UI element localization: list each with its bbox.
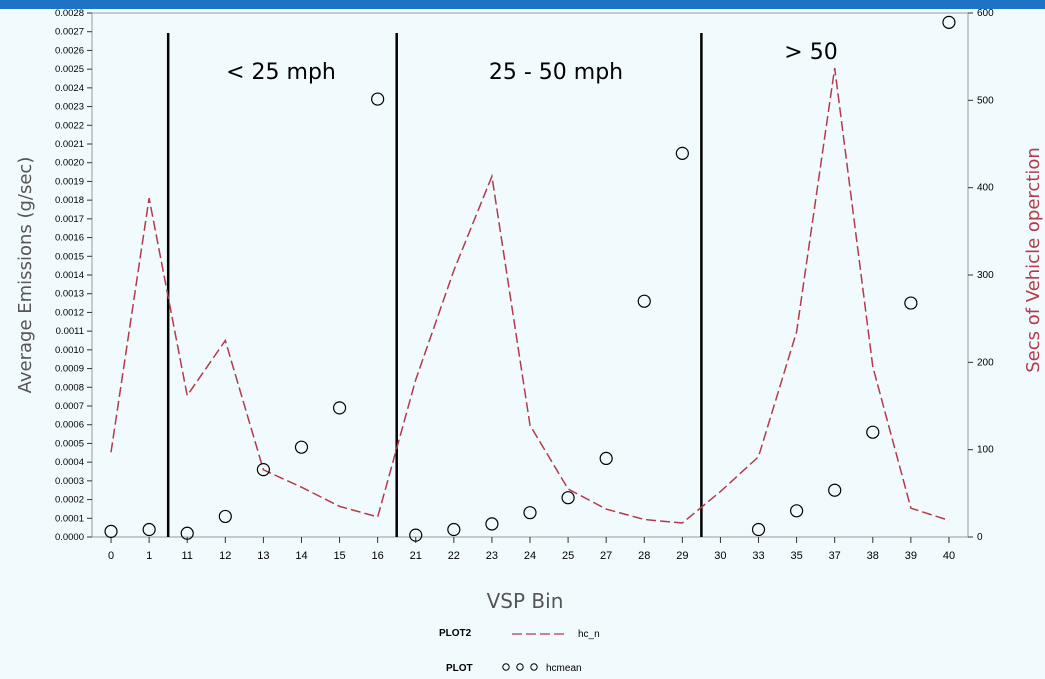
legend-symbol-circle — [516, 663, 524, 671]
x-tick-label: 39 — [905, 550, 917, 562]
data-point-hcmean — [828, 483, 842, 497]
data-point-hcmean — [904, 296, 918, 310]
x-tick-label: 0 — [108, 550, 114, 562]
data-point-hcmean — [790, 504, 804, 518]
data-point-hcmean — [675, 146, 689, 160]
left-tick-label: 0.0014 — [55, 270, 84, 281]
x-tick-label: 16 — [372, 550, 384, 562]
x-tick-label: 29 — [676, 550, 688, 562]
series-line-hc-n — [110, 67, 950, 524]
x-tick-label: 12 — [219, 550, 231, 562]
plot-frame — [91, 12, 969, 538]
data-point-hcmean — [409, 528, 423, 542]
x-tick-label: 40 — [943, 550, 955, 562]
x-tick-label: 23 — [486, 550, 498, 562]
legend-label-plot: PLOT — [446, 663, 473, 674]
x-tick-label: 15 — [333, 550, 345, 562]
x-tick-label: 24 — [524, 550, 536, 562]
data-point-hcmean — [104, 524, 118, 538]
right-tick-label: 200 — [977, 357, 994, 368]
x-tick-label: 25 — [562, 550, 574, 562]
x-tick-label: 13 — [257, 550, 269, 562]
left-tick-label: 0.0003 — [55, 476, 84, 487]
left-tick-label: 0.0024 — [55, 83, 84, 94]
data-point-hcmean — [332, 401, 347, 415]
left-tick-label: 0.0022 — [55, 120, 84, 131]
data-point-hcmean — [485, 517, 499, 531]
left-tick-label: 0.0008 — [55, 382, 84, 393]
left-tick-label: 0.0005 — [55, 438, 84, 449]
right-tick-label: 300 — [977, 270, 994, 281]
legend-symbol-circle — [502, 663, 510, 671]
data-point-hcmean — [637, 294, 651, 308]
x-tick-label: 27 — [600, 550, 612, 562]
region-annotation: > 50 — [784, 40, 837, 65]
right-tick-label: 400 — [977, 183, 994, 194]
legend-entry-hc-n: hc_n — [578, 629, 600, 640]
x-tick-label: 28 — [638, 550, 650, 562]
left-tick-label: 0.0028 — [55, 8, 84, 19]
x-tick-label: 1 — [146, 550, 152, 562]
left-tick-label: 0.0019 — [55, 176, 84, 187]
right-tick-label: 600 — [977, 8, 994, 19]
left-tick-label: 0.0013 — [55, 289, 84, 300]
data-point-hcmean — [942, 15, 956, 29]
data-point-hcmean — [751, 522, 766, 537]
left-tick-label: 0.0020 — [55, 158, 84, 169]
data-point-hcmean — [180, 526, 194, 540]
right-axis-title: Secs of Vehicle operction — [1023, 147, 1044, 373]
left-tick-label: 0.0004 — [55, 457, 84, 468]
right-tick-label: 500 — [977, 95, 994, 106]
data-point-hcmean — [218, 509, 232, 524]
x-tick-label: 21 — [410, 550, 422, 562]
left-tick-label: 0.0018 — [55, 195, 84, 206]
left-tick-label: 0.0000 — [55, 532, 84, 543]
data-point-hcmean — [371, 92, 385, 106]
x-axis-title: VSP Bin — [487, 589, 564, 613]
x-tick-label: 38 — [867, 550, 879, 562]
right-tick-label: 0 — [977, 532, 983, 543]
right-tick-label: 100 — [977, 445, 994, 456]
data-point-hcmean — [599, 451, 613, 465]
region-annotation: < 25 mph — [226, 60, 336, 85]
x-tick-label: 30 — [714, 550, 726, 562]
legend-label-plot2: PLOT2 — [439, 628, 472, 639]
left-tick-label: 0.0015 — [55, 251, 84, 262]
left-tick-label: 0.0021 — [55, 139, 84, 150]
left-tick-label: 0.0016 — [55, 233, 84, 244]
left-tick-label: 0.0023 — [55, 102, 84, 113]
x-tick-label: 22 — [448, 550, 460, 562]
left-tick-label: 0.0025 — [55, 64, 84, 75]
left-tick-label: 0.0010 — [55, 345, 84, 356]
left-tick-label: 0.0001 — [55, 513, 84, 524]
x-tick-label: 33 — [752, 550, 764, 562]
left-tick-label: 0.0012 — [55, 307, 84, 318]
left-tick-label: 0.0011 — [56, 326, 84, 337]
data-point-hcmean — [256, 463, 270, 477]
left-tick-label: 0.0007 — [55, 401, 84, 412]
data-point-hcmean — [142, 522, 156, 537]
data-point-hcmean — [866, 425, 880, 439]
left-tick-label: 0.0006 — [55, 420, 84, 431]
left-tick-label: 0.0017 — [55, 214, 84, 225]
x-tick-label: 11 — [182, 550, 193, 562]
left-tick-label: 0.0026 — [55, 45, 84, 56]
left-tick-label: 0.0027 — [55, 27, 84, 38]
x-tick-label: 37 — [829, 550, 841, 562]
data-point-hcmean — [561, 491, 575, 505]
left-tick-label: 0.0002 — [55, 495, 84, 506]
legend-entry-hcmean: hcmean — [546, 663, 582, 674]
data-point-hcmean — [523, 506, 537, 520]
data-point-hcmean — [294, 440, 309, 454]
title-banner — [0, 0, 1045, 9]
left-axis-title: Average Emissions (g/sec) — [15, 157, 36, 394]
left-tick-label: 0.0009 — [55, 364, 84, 375]
x-tick-label: 35 — [790, 550, 802, 562]
legend-symbol-circle — [530, 663, 538, 671]
region-annotation: 25 - 50 mph — [489, 60, 623, 85]
data-point-hcmean — [447, 522, 461, 537]
x-tick-label: 14 — [295, 550, 307, 562]
